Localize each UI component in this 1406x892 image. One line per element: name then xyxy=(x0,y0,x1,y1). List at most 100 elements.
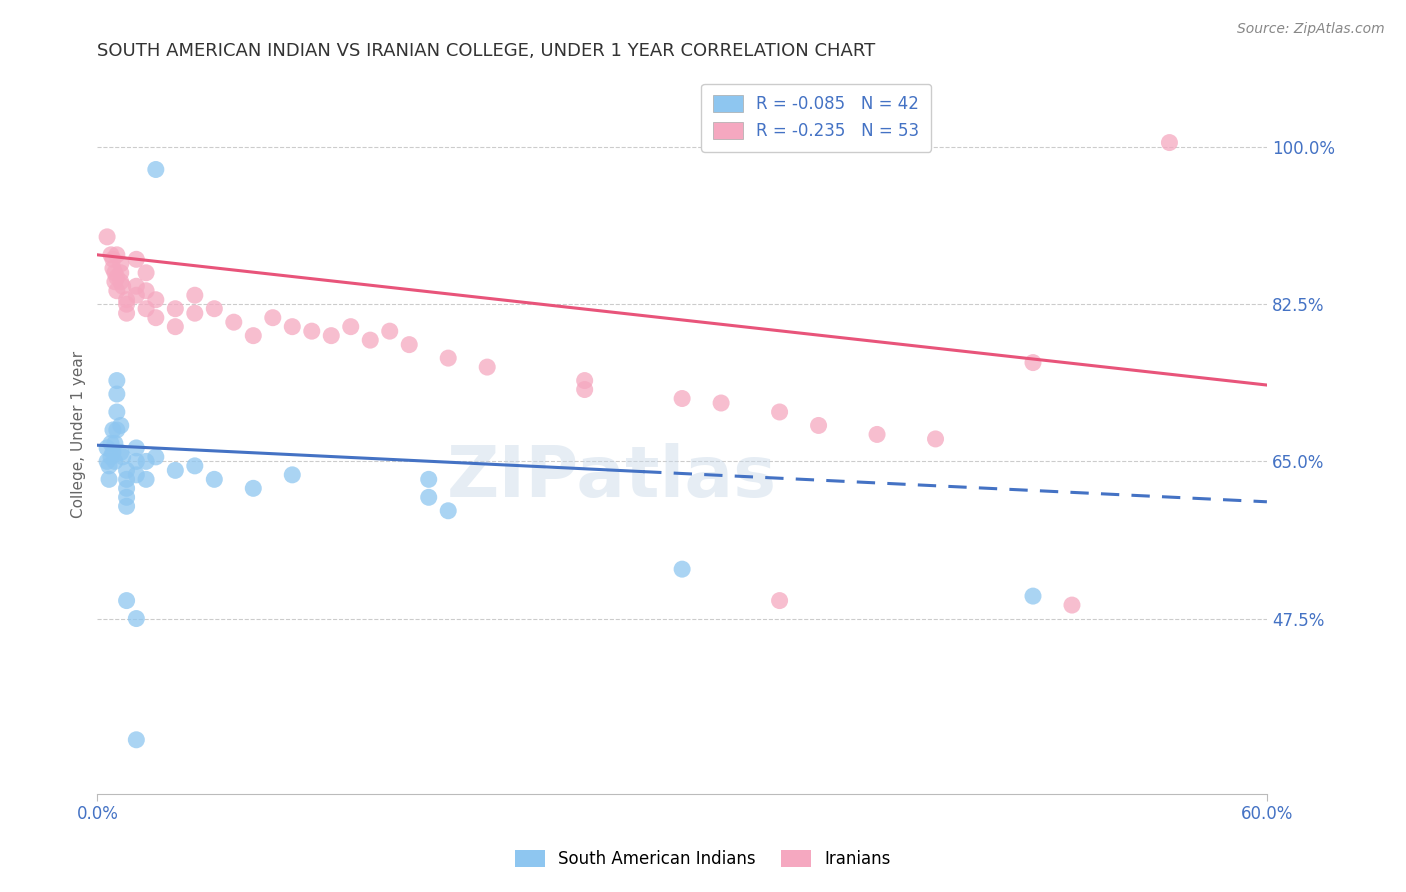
Point xyxy=(111,450,134,464)
Point xyxy=(768,593,790,607)
Point xyxy=(105,284,128,298)
Point xyxy=(145,450,167,464)
Point xyxy=(105,405,128,419)
Point xyxy=(262,310,284,325)
Point xyxy=(100,248,122,262)
Point xyxy=(101,261,124,276)
Point xyxy=(242,328,264,343)
Point xyxy=(96,230,118,244)
Point xyxy=(135,454,157,468)
Point xyxy=(145,293,167,307)
Point xyxy=(105,374,128,388)
Legend: South American Indians, Iranians: South American Indians, Iranians xyxy=(509,843,897,875)
Point xyxy=(807,418,830,433)
Point xyxy=(110,275,132,289)
Point xyxy=(184,306,207,320)
Point xyxy=(145,310,167,325)
Point xyxy=(184,458,207,473)
Point xyxy=(101,252,124,267)
Point xyxy=(1022,589,1045,603)
Point xyxy=(115,491,138,505)
Point xyxy=(281,467,304,482)
Point xyxy=(165,463,187,477)
Point xyxy=(398,337,420,351)
Point xyxy=(418,472,440,486)
Point xyxy=(1022,355,1045,369)
Point xyxy=(574,383,596,397)
Point xyxy=(125,288,148,302)
Point xyxy=(100,450,122,464)
Point xyxy=(115,293,138,307)
Point xyxy=(125,252,148,267)
Point xyxy=(104,275,127,289)
Point xyxy=(98,458,121,473)
Point xyxy=(105,387,128,401)
Point xyxy=(111,279,134,293)
Point xyxy=(101,423,124,437)
Point xyxy=(104,436,127,450)
Point xyxy=(339,319,361,334)
Point xyxy=(437,504,460,518)
Point xyxy=(242,481,264,495)
Point xyxy=(115,463,138,477)
Point xyxy=(202,301,225,316)
Text: Source: ZipAtlas.com: Source: ZipAtlas.com xyxy=(1237,22,1385,37)
Point xyxy=(135,472,157,486)
Point xyxy=(135,266,157,280)
Point xyxy=(184,288,207,302)
Point xyxy=(437,351,460,365)
Point xyxy=(301,324,323,338)
Point xyxy=(115,593,138,607)
Text: ZIPatlas: ZIPatlas xyxy=(447,443,778,512)
Point xyxy=(477,360,499,375)
Point xyxy=(768,405,790,419)
Point xyxy=(135,284,157,298)
Point xyxy=(110,418,132,433)
Point xyxy=(115,481,138,495)
Point xyxy=(135,301,157,316)
Point xyxy=(378,324,401,338)
Point xyxy=(105,270,128,285)
Point xyxy=(671,392,693,406)
Point xyxy=(418,491,440,505)
Point xyxy=(574,374,596,388)
Legend: R = -0.085   N = 42, R = -0.235   N = 53: R = -0.085 N = 42, R = -0.235 N = 53 xyxy=(702,84,931,152)
Point xyxy=(1159,136,1181,150)
Text: SOUTH AMERICAN INDIAN VS IRANIAN COLLEGE, UNDER 1 YEAR CORRELATION CHART: SOUTH AMERICAN INDIAN VS IRANIAN COLLEGE… xyxy=(97,42,876,60)
Point xyxy=(321,328,343,343)
Point xyxy=(105,423,128,437)
Point xyxy=(165,301,187,316)
Point xyxy=(222,315,245,329)
Point xyxy=(145,162,167,177)
Point xyxy=(202,472,225,486)
Point xyxy=(115,500,138,514)
Point xyxy=(1060,598,1083,612)
Point xyxy=(115,297,138,311)
Point xyxy=(924,432,946,446)
Point xyxy=(100,436,122,450)
Point xyxy=(866,427,889,442)
Point xyxy=(125,441,148,455)
Point xyxy=(125,279,148,293)
Point xyxy=(281,319,304,334)
Point xyxy=(110,266,132,280)
Y-axis label: College, Under 1 year: College, Under 1 year xyxy=(72,351,86,518)
Point xyxy=(125,454,148,468)
Point xyxy=(104,454,127,468)
Point xyxy=(105,248,128,262)
Point xyxy=(115,472,138,486)
Point xyxy=(110,445,132,459)
Point xyxy=(710,396,733,410)
Point xyxy=(115,306,138,320)
Point xyxy=(101,445,124,459)
Point xyxy=(96,441,118,455)
Point xyxy=(671,562,693,576)
Point xyxy=(125,467,148,482)
Point xyxy=(125,611,148,625)
Point xyxy=(104,266,127,280)
Point xyxy=(359,333,381,347)
Point xyxy=(165,319,187,334)
Point xyxy=(96,454,118,468)
Point xyxy=(110,257,132,271)
Point xyxy=(125,732,148,747)
